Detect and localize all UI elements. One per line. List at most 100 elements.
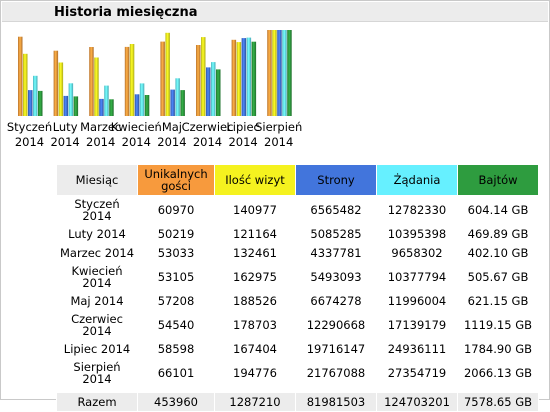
chart-bars [18, 30, 292, 117]
bar-unique-visitors-2 [89, 47, 94, 116]
cell-visits: 194776 [215, 359, 295, 387]
cell-pages: 19716147 [296, 340, 376, 358]
bar-unique-visitors-4 [160, 41, 165, 116]
cell-visits: 178703 [215, 311, 295, 339]
x-tick-label: Czerwiec [182, 120, 234, 134]
cell-bytes: 1119.15 GB [458, 311, 538, 339]
bar-pages-6 [241, 38, 247, 116]
total-month: Razem [57, 393, 137, 411]
total-visits: 1287210 [215, 393, 295, 411]
bar-visits-3 [129, 44, 135, 116]
table-row: Marzec 2014 53033 132461 4337781 9658302 402.… [57, 244, 538, 262]
total-unique: 453960 [138, 393, 214, 411]
cell-hits: 10395398 [377, 225, 457, 243]
monthly-stats-table: Miesiąc Unikalnych gości Ilość wizyt Str… [56, 164, 539, 412]
cell-hits: 24936111 [377, 340, 457, 358]
total-bytes: 7578.65 GB [458, 393, 538, 411]
table-row: Styczeń 2014 60970 140977 6565482 12782330 60… [57, 196, 538, 224]
x-tick-label: Styczeń [7, 120, 52, 134]
col-header-bytes: Bajtów [458, 165, 538, 195]
x-tick-label: 2014 [193, 135, 222, 149]
bar-pages-5 [206, 67, 211, 116]
cell-month: Czerwiec 2014 [57, 311, 137, 339]
bar-pages-7 [277, 30, 282, 116]
x-tick-label: 2014 [86, 135, 115, 149]
x-tick-label: 2014 [122, 135, 151, 149]
cell-pages: 21767088 [296, 359, 376, 387]
x-tick-label: 2014 [264, 135, 293, 149]
cell-unique: 57208 [138, 292, 214, 310]
section-title: Historia miesięczna [54, 5, 198, 20]
bar-unique-visitors-0 [18, 36, 23, 117]
cell-unique: 53105 [138, 263, 214, 291]
table-row: Sierpień 2014 66101 194776 21767088 27354719… [57, 359, 538, 387]
bar-hits-7 [282, 30, 287, 116]
col-header-hits: Żądania [377, 165, 457, 195]
x-tick-label: Luty [53, 120, 78, 134]
cell-unique: 50219 [138, 225, 214, 243]
cell-unique: 54540 [138, 311, 214, 339]
bar-pages-4 [170, 89, 175, 116]
bar-pages-0 [28, 90, 33, 116]
bar-bytes-1 [73, 96, 79, 116]
spacer-cell [57, 388, 538, 392]
table-spacer [57, 388, 538, 392]
cell-bytes: 402.10 GB [458, 244, 538, 262]
bar-unique-visitors-5 [196, 45, 201, 116]
cell-hits: 9658302 [377, 244, 457, 262]
cell-hits: 27354719 [377, 359, 457, 387]
bar-pages-3 [134, 94, 140, 116]
bar-hits-0 [33, 75, 38, 116]
cell-bytes: 469.89 GB [458, 225, 538, 243]
x-tick-label: Maj [162, 120, 182, 134]
cell-bytes: 1784.90 GB [458, 340, 538, 358]
cell-visits: 188526 [215, 292, 295, 310]
cell-bytes: 2066.13 GB [458, 359, 538, 387]
x-tick-label: Sierpień [255, 120, 302, 134]
bar-bytes-5 [216, 69, 221, 116]
table-row: Lipiec 2014 58598 167404 19716147 24936111 17… [57, 340, 538, 358]
cell-month: Sierpień 2014 [57, 359, 137, 387]
bar-bytes-7 [287, 30, 292, 116]
bar-visits-7 [272, 30, 277, 116]
col-header-unique-line1: Unikalnych [144, 167, 208, 181]
cell-bytes: 604.14 GB [458, 196, 538, 224]
cell-hits: 17139179 [377, 311, 457, 339]
cell-unique: 58598 [138, 340, 214, 358]
total-hits: 124703201 [377, 393, 457, 411]
table-row: Kwiecień 2014 53105 162975 5493093 10377794 5… [57, 263, 538, 291]
table-total-row: Razem 453960 1287210 81981503 124703201 7578.… [57, 393, 538, 411]
table-row: Luty 2014 50219 121164 5085285 10395398 469.8… [57, 225, 538, 243]
cell-month: Maj 2014 [57, 292, 137, 310]
cell-pages: 6565482 [296, 196, 376, 224]
bar-hits-4 [175, 78, 180, 116]
cell-hits: 10377794 [377, 263, 457, 291]
bar-hits-1 [68, 83, 74, 116]
x-tick-label: Kwiecień [111, 120, 162, 134]
bar-unique-visitors-3 [124, 46, 130, 116]
bar-hits-3 [139, 83, 145, 116]
bar-unique-visitors-6 [231, 39, 237, 116]
x-tick-label: Lipiec [226, 120, 260, 134]
cell-bytes: 621.15 GB [458, 292, 538, 310]
cell-visits: 121164 [215, 225, 295, 243]
x-tick-label: 2014 [228, 135, 257, 149]
cell-visits: 167404 [215, 340, 295, 358]
bar-pages-1 [63, 95, 69, 116]
cell-month: Kwiecień 2014 [57, 263, 137, 291]
cell-month: Luty 2014 [57, 225, 137, 243]
bar-hits-2 [104, 85, 109, 116]
col-header-unique-line2: gości [161, 179, 191, 193]
bar-visits-5 [201, 37, 206, 116]
col-header-pages: Strony [296, 165, 376, 195]
cell-month: Styczeń 2014 [57, 196, 137, 224]
bar-visits-1 [58, 62, 64, 116]
cell-pages: 6674278 [296, 292, 376, 310]
cell-unique: 53033 [138, 244, 214, 262]
cell-unique: 66101 [138, 359, 214, 387]
total-pages: 81981503 [296, 393, 376, 411]
x-tick-label: 2014 [50, 135, 79, 149]
cell-visits: 140977 [215, 196, 295, 224]
monthly-history-chart: Styczeń2014Luty2014Marzec2014Kwiecień201… [7, 30, 302, 149]
cell-unique: 60970 [138, 196, 214, 224]
